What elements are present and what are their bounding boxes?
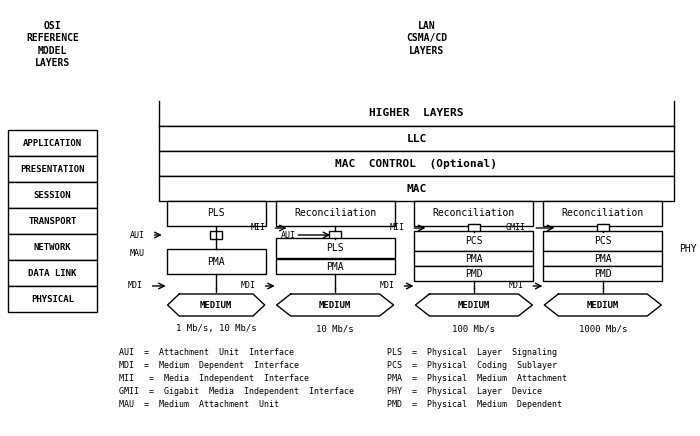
Text: PMD  =  Physical  Medium  Dependent: PMD = Physical Medium Dependent [386, 400, 561, 409]
Text: MDI  =  Medium  Dependent  Interface: MDI = Medium Dependent Interface [119, 361, 299, 370]
Text: NETWORK: NETWORK [34, 242, 71, 252]
FancyBboxPatch shape [159, 151, 674, 176]
FancyBboxPatch shape [543, 231, 662, 251]
FancyBboxPatch shape [8, 182, 97, 208]
Text: APPLICATION: APPLICATION [23, 139, 82, 147]
Text: MEDIUM: MEDIUM [200, 300, 232, 310]
Text: PMD: PMD [465, 269, 483, 279]
FancyBboxPatch shape [167, 249, 266, 274]
Text: PLS: PLS [326, 243, 344, 253]
FancyBboxPatch shape [210, 231, 222, 239]
Text: MDI: MDI [379, 282, 395, 290]
Text: PMA: PMA [465, 254, 483, 264]
FancyBboxPatch shape [414, 231, 533, 251]
Text: LLC: LLC [406, 133, 426, 143]
Text: MEDIUM: MEDIUM [587, 300, 619, 310]
Text: PMA: PMA [207, 257, 225, 267]
Polygon shape [415, 294, 533, 316]
FancyBboxPatch shape [276, 238, 395, 258]
Text: MEDIUM: MEDIUM [458, 300, 490, 310]
Text: 1000 Mb/s: 1000 Mb/s [579, 324, 627, 333]
Text: PHY: PHY [679, 244, 696, 254]
Text: SESSION: SESSION [34, 191, 71, 200]
FancyBboxPatch shape [8, 156, 97, 182]
Text: HIGHER  LAYERS: HIGHER LAYERS [369, 109, 463, 119]
Text: 10 Mb/s: 10 Mb/s [316, 324, 354, 333]
FancyBboxPatch shape [543, 266, 662, 281]
Text: GMII  =  Gigabit  Media  Independent  Interface: GMII = Gigabit Media Independent Interfa… [119, 387, 354, 396]
Text: MAU  =  Medium  Attachment  Unit: MAU = Medium Attachment Unit [119, 400, 279, 409]
FancyBboxPatch shape [468, 224, 480, 232]
Text: PHY  =  Physical  Layer  Device: PHY = Physical Layer Device [386, 387, 542, 396]
FancyBboxPatch shape [8, 234, 97, 260]
Text: AUI: AUI [130, 231, 145, 239]
Text: MII   =  Media  Independent  Interface: MII = Media Independent Interface [119, 374, 309, 383]
Text: Reconciliation: Reconciliation [561, 208, 644, 218]
Polygon shape [276, 294, 393, 316]
Text: 1 Mb/s, 10 Mb/s: 1 Mb/s, 10 Mb/s [176, 324, 256, 333]
Polygon shape [545, 294, 662, 316]
Text: Reconciliation: Reconciliation [433, 208, 515, 218]
Text: AUI: AUI [281, 231, 295, 239]
Text: MII: MII [389, 224, 405, 232]
FancyBboxPatch shape [414, 266, 533, 281]
Text: PMA: PMA [326, 262, 344, 272]
FancyBboxPatch shape [8, 286, 97, 312]
Text: 100 Mb/s: 100 Mb/s [452, 324, 496, 333]
Text: PMA  =  Physical  Medium  Attachment: PMA = Physical Medium Attachment [386, 374, 567, 383]
Text: DATA LINK: DATA LINK [29, 269, 77, 277]
FancyBboxPatch shape [414, 251, 533, 266]
Text: Reconciliation: Reconciliation [294, 208, 376, 218]
FancyBboxPatch shape [8, 130, 97, 156]
Text: PHYSICAL: PHYSICAL [31, 294, 74, 303]
Text: MAC  CONTROL  (Optional): MAC CONTROL (Optional) [335, 158, 498, 169]
FancyBboxPatch shape [159, 126, 674, 151]
FancyBboxPatch shape [167, 201, 266, 226]
Text: PCS: PCS [594, 236, 612, 246]
FancyBboxPatch shape [414, 201, 533, 226]
FancyBboxPatch shape [543, 251, 662, 266]
FancyBboxPatch shape [276, 259, 395, 274]
Text: PRESENTATION: PRESENTATION [20, 164, 85, 174]
FancyBboxPatch shape [159, 176, 674, 201]
Text: TRANSPORT: TRANSPORT [29, 217, 77, 225]
Text: MAU: MAU [130, 249, 145, 258]
Text: PLS  =  Physical  Layer  Signaling: PLS = Physical Layer Signaling [386, 348, 556, 357]
FancyBboxPatch shape [8, 208, 97, 234]
FancyBboxPatch shape [597, 224, 609, 232]
Text: LAN
CSMA/CD
LAYERS: LAN CSMA/CD LAYERS [406, 21, 447, 56]
Text: MII: MII [251, 224, 266, 232]
Text: PCS  =  Physical  Coding  Sublayer: PCS = Physical Coding Sublayer [386, 361, 556, 370]
Text: MDI: MDI [508, 282, 524, 290]
Polygon shape [167, 294, 265, 316]
Text: AUI  =  Attachment  Unit  Interface: AUI = Attachment Unit Interface [119, 348, 294, 357]
Text: OSI
REFERENCE
MODEL
LAYERS: OSI REFERENCE MODEL LAYERS [26, 21, 79, 68]
Text: MDI: MDI [128, 282, 143, 290]
FancyBboxPatch shape [329, 231, 341, 239]
FancyBboxPatch shape [543, 201, 662, 226]
Text: MDI: MDI [241, 282, 256, 290]
Text: GMII: GMII [505, 224, 526, 232]
Text: PMD: PMD [594, 269, 612, 279]
FancyBboxPatch shape [276, 201, 395, 226]
FancyBboxPatch shape [8, 260, 97, 286]
Text: PLS: PLS [207, 208, 225, 218]
Text: MAC: MAC [406, 184, 426, 194]
Text: MEDIUM: MEDIUM [319, 300, 351, 310]
Text: PMA: PMA [594, 254, 612, 264]
Text: PCS: PCS [465, 236, 483, 246]
